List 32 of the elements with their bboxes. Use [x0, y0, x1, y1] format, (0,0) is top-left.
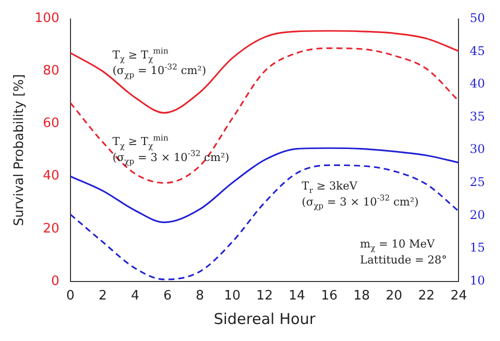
y2-tick-label: 40 — [470, 76, 486, 91]
x-tick-label: 8 — [196, 288, 204, 304]
y2-tick-label: 25 — [470, 175, 486, 190]
y-axis-title: Survival Probability [%] — [12, 74, 28, 226]
y-tick-label: 20 — [42, 221, 60, 236]
line-series — [70, 30, 459, 114]
y2-tick-label: 45 — [470, 44, 486, 58]
x-tick-label: 12 — [256, 288, 273, 304]
y2-tick-label: 20 — [470, 208, 486, 222]
y2-tick-label: 50 — [470, 10, 486, 25]
y-tick-label: 100 — [34, 11, 60, 26]
x-tick-label: 22 — [418, 288, 435, 304]
y-tick-label: 60 — [42, 116, 60, 132]
annotation: Lattitude = 28° — [360, 253, 448, 266]
x-tick-label: 0 — [66, 288, 75, 304]
x-tick-label: 20 — [386, 288, 402, 304]
y-tick-label: 40 — [42, 168, 60, 184]
x-tick-label: 10 — [224, 288, 240, 304]
y-tick-label: 0 — [51, 274, 60, 289]
x-axis-title: Sidereal Hour — [214, 310, 316, 328]
y2-tick-label: 10 — [470, 274, 486, 288]
x-tick-label: 16 — [321, 288, 338, 304]
y2-tick-label: 15 — [470, 240, 486, 255]
y2-tick-label: 35 — [470, 109, 486, 124]
x-tick-label: 18 — [353, 288, 370, 304]
y-tick-label: 80 — [42, 64, 60, 79]
x-tick-label: 6 — [163, 288, 172, 304]
x-tick-label: 2 — [98, 288, 107, 304]
y2-tick-label: 30 — [470, 142, 486, 156]
x-tick-label: 14 — [288, 288, 306, 304]
x-tick-label: 4 — [130, 288, 140, 304]
x-tick-label: 24 — [450, 288, 468, 304]
